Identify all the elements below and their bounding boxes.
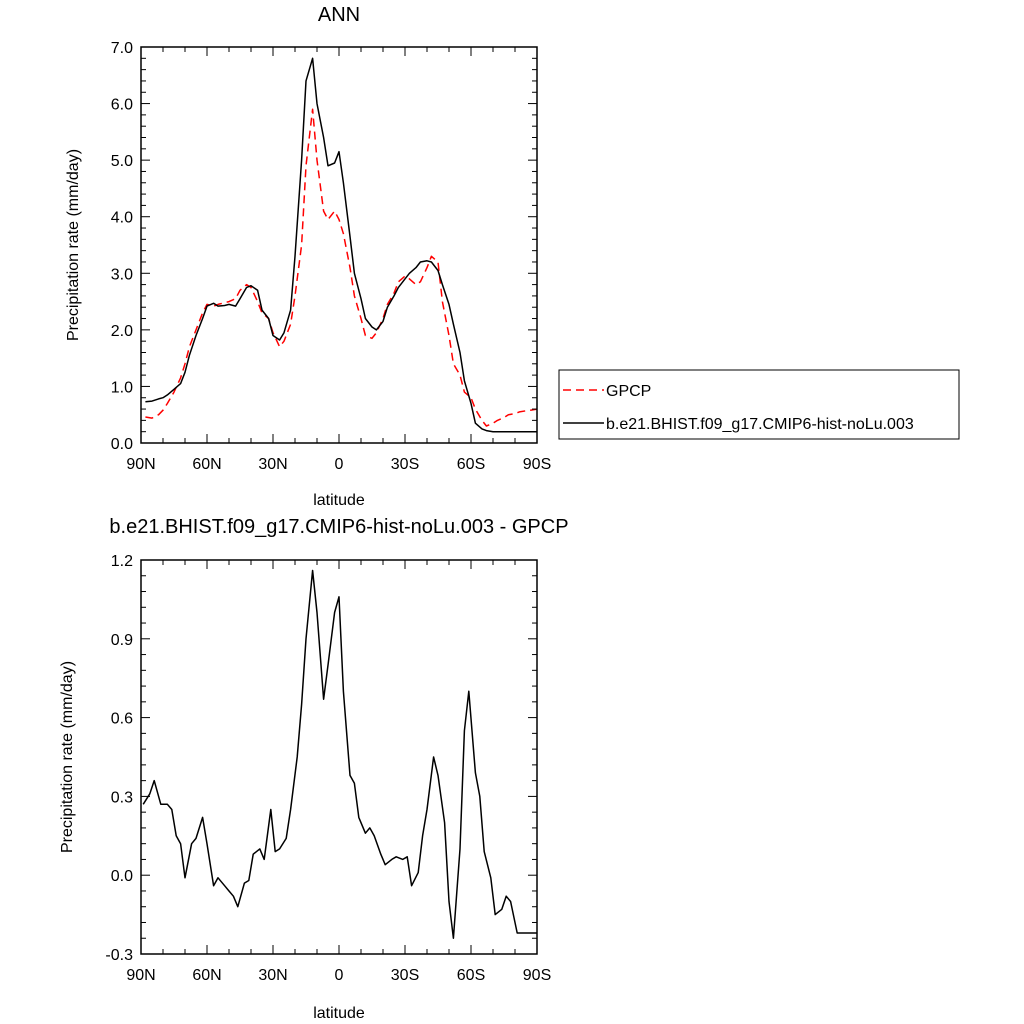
- bottom-x-tick-label: 90S: [523, 967, 551, 984]
- bottom-series-line-0: [142, 569, 537, 939]
- legend-gpcp-label: GPCP: [606, 383, 651, 400]
- top-x-tick-label: 30S: [391, 456, 419, 473]
- legend-model-label: b.e21.BHIST.f09_g17.CMIP6-hist-noLu.003: [606, 416, 914, 433]
- top-series-line-1: [145, 57, 537, 433]
- top-x-tick-label: 90S: [523, 456, 551, 473]
- bottom-y-tick-label: -0.3: [105, 947, 133, 964]
- legend: GPCP b.e21.BHIST.f09_g17.CMIP6-hist-noLu…: [558, 369, 960, 440]
- bottom-x-axis-label: latitude: [313, 1005, 365, 1022]
- top-y-tick-label: 1.0: [111, 379, 133, 396]
- top-chart-title: ANN: [318, 4, 360, 26]
- bottom-x-tick-label: 90N: [126, 967, 155, 984]
- bottom-y-tick-label: 0.6: [111, 711, 133, 728]
- bottom-x-tick-label: 30S: [391, 967, 419, 984]
- legend-frame: [558, 369, 960, 440]
- top-y-axis-label: Precipitation rate (mm/day): [65, 149, 82, 341]
- top-y-tick-label: 5.0: [111, 153, 133, 170]
- bottom-y-tick-label: 0.0: [111, 868, 133, 885]
- bottom-y-axis-label: Precipitation rate (mm/day): [59, 661, 76, 853]
- top-y-tick-label: 2.0: [111, 323, 133, 340]
- top-x-tick-label: 0: [335, 456, 344, 473]
- bottom-y-tick-label: 1.2: [111, 553, 133, 570]
- bottom-y-tick-label: 0.9: [111, 632, 133, 649]
- top-panel-annual-precipitation: ANN 90N 60N 30N 0 30S 60S 90S 0.0 1.0 2.0 3.0 4.0 5.…: [65, 4, 960, 509]
- bottom-chart-title: b.e21.BHIST.f09_g17.CMIP6-hist-noLu.003 …: [109, 516, 568, 538]
- bottom-panel-difference: b.e21.BHIST.f09_g17.CMIP6-hist-noLu.003 …: [59, 516, 569, 1022]
- top-x-tick-label: 60S: [457, 456, 485, 473]
- top-y-tick-label: 6.0: [111, 97, 133, 114]
- top-x-tick-label: 90N: [126, 456, 155, 473]
- bottom-x-tick-label: 60S: [457, 967, 485, 984]
- top-plot-frame: [140, 46, 538, 444]
- bottom-x-tick-label: 30N: [258, 967, 287, 984]
- top-x-tick-label: 60N: [192, 456, 221, 473]
- bottom-x-tick-label: 60N: [192, 967, 221, 984]
- top-series-line-0: [145, 108, 538, 427]
- top-x-tick-label: 30N: [258, 456, 287, 473]
- top-y-tick-label: 4.0: [111, 210, 133, 227]
- bottom-x-tick-label: 0: [335, 967, 344, 984]
- top-x-axis-label: latitude: [313, 492, 365, 509]
- bottom-plot-frame: [140, 559, 538, 955]
- top-y-tick-label: 7.0: [111, 40, 133, 57]
- bottom-y-tick-label: 0.3: [111, 789, 133, 806]
- top-y-tick-label: 3.0: [111, 266, 133, 283]
- top-y-tick-label: 0.0: [111, 436, 133, 453]
